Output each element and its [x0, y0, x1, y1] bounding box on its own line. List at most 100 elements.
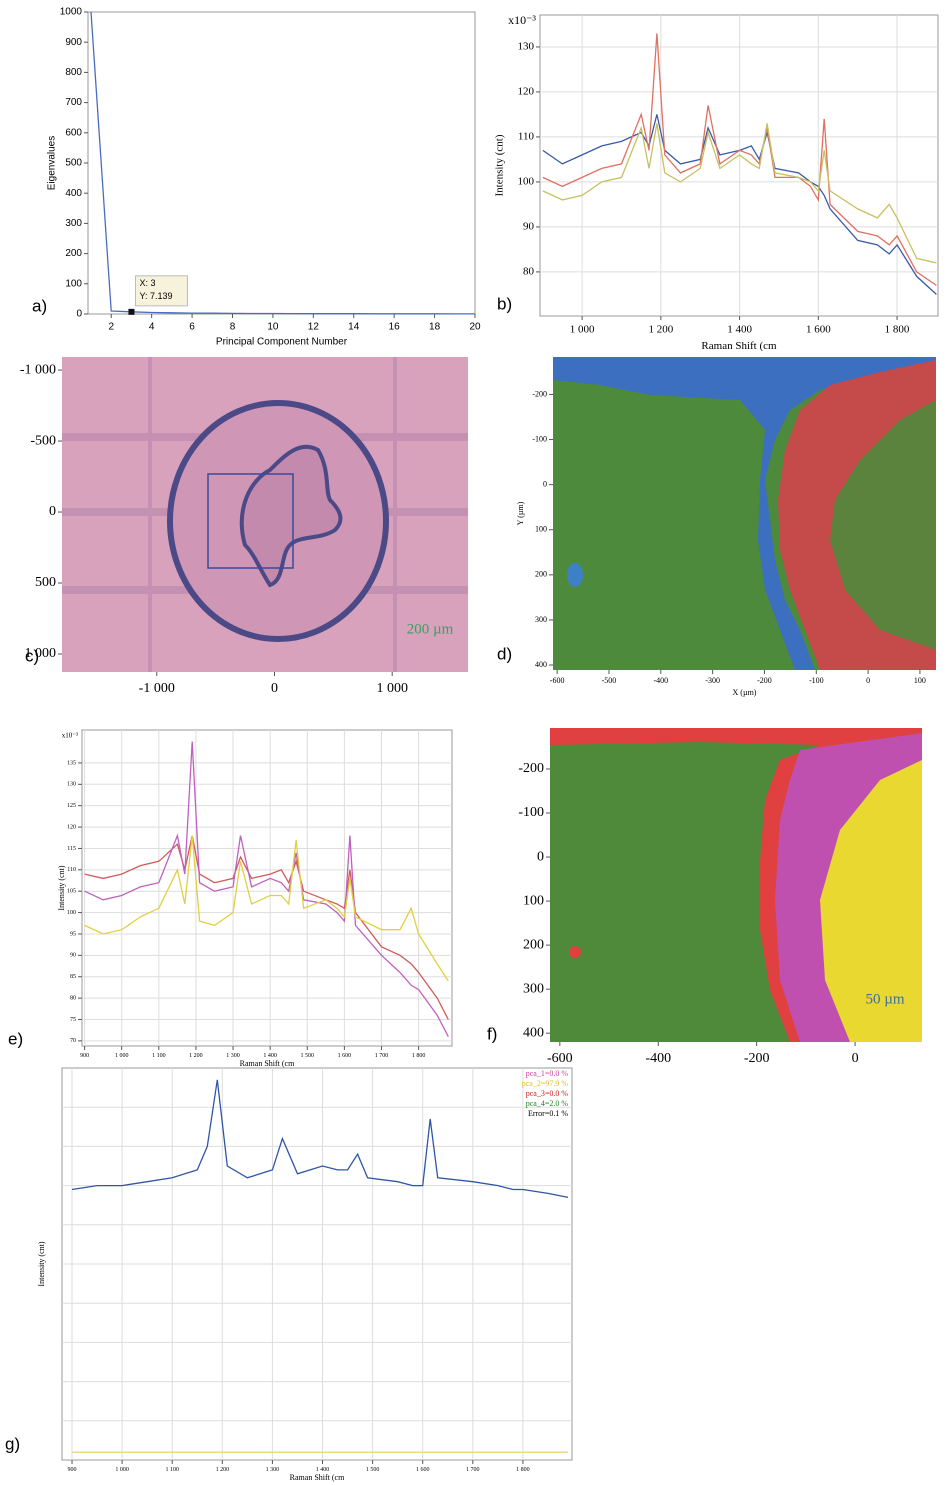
y-tick-label: 100: [523, 893, 544, 908]
y-tick-label: 90: [523, 220, 535, 232]
panel-label: c): [25, 646, 39, 665]
y-tick-label: 300: [523, 981, 544, 996]
spectrum-line: [84, 741, 449, 1037]
y-tick-label: 110: [518, 130, 535, 142]
y-axis-label: Intensity (cnt): [57, 865, 66, 910]
y-tick-label: 90: [70, 953, 76, 959]
tooltip-text: Y: 7.139: [139, 291, 172, 301]
y-tick-label: 1 000: [25, 646, 57, 661]
x-tick-label: 1 200: [189, 1053, 203, 1059]
x-tick-label: 0: [271, 681, 278, 696]
x-tick-label: 900: [68, 1467, 77, 1473]
x-tick-label: 1 800: [516, 1467, 530, 1473]
x-axis-label: Raman Shift (cm: [240, 1059, 295, 1068]
plot-frame: [539, 14, 939, 317]
x-tick-label: 1 000: [115, 1053, 129, 1059]
x-tick-label: 1 300: [226, 1053, 240, 1059]
x-tick-label: 1 100: [152, 1053, 166, 1059]
x-tick-label: 1 100: [165, 1467, 179, 1473]
panel-label: d): [497, 644, 512, 663]
y-tick-label: 200: [523, 937, 544, 952]
legend-entry: pca_2=97.9 %: [522, 1079, 569, 1088]
legend-entry: Error=0.1 %: [528, 1109, 568, 1118]
y-tick-label: 200: [535, 570, 547, 579]
x-tick-label: 1 600: [806, 323, 831, 335]
x-tick-label: 8: [230, 322, 236, 333]
panel-label: a): [32, 296, 47, 315]
map-d: [553, 357, 936, 670]
legend-entry: pca_3=0.0 %: [526, 1089, 569, 1098]
map-f: [550, 728, 922, 1042]
y-multiplier: x10⁻³: [508, 13, 536, 27]
x-tick-label: 1 400: [316, 1467, 330, 1473]
y-tick-label: 70: [70, 1038, 76, 1044]
x-tick-label: 0: [852, 1051, 859, 1066]
x-axis-label: X (µm): [733, 688, 757, 697]
y-axis-label: Intensity (cnt): [494, 134, 506, 196]
y-tick-label: 400: [535, 660, 547, 669]
x-tick-label: 2: [108, 322, 114, 333]
spectrum-line: [542, 123, 937, 264]
x-tick-label: 18: [429, 322, 441, 333]
x-tick-label: 1 300: [266, 1467, 280, 1473]
y-tick-label: 95: [70, 931, 76, 937]
y-tick-label: 800: [65, 67, 82, 78]
x-tick-label: 1 700: [375, 1053, 389, 1059]
x-tick-label: 4: [149, 322, 155, 333]
x-tick-label: 1 000: [115, 1467, 129, 1473]
x-tick-label: 900: [80, 1053, 89, 1059]
x-tick-label: 1 700: [466, 1467, 480, 1473]
x-tick-label: -600: [547, 1051, 573, 1066]
y-tick-label: -100: [518, 805, 544, 820]
y-tick-label: 135: [67, 760, 76, 766]
x-tick-label: -400: [645, 1051, 671, 1066]
panel-label: e): [8, 1029, 23, 1048]
y-tick-label: 300: [65, 218, 82, 229]
x-tick-label: 1 500: [301, 1053, 315, 1059]
panel-label: g): [5, 1434, 20, 1453]
x-tick-label: -100: [809, 676, 824, 685]
x-tick-label: -300: [705, 676, 720, 685]
y-tick-label: 85: [70, 974, 76, 980]
x-tick-label: 10: [267, 322, 279, 333]
y-tick-label: 110: [67, 867, 76, 873]
x-axis-label: Principal Component Number: [216, 337, 348, 348]
y-tick-label: -200: [518, 761, 544, 776]
x-tick-label: 1 600: [416, 1467, 430, 1473]
y-tick-label: -1 000: [20, 362, 56, 377]
y-multiplier: x10⁻³: [62, 732, 78, 740]
x-tick-label: 14: [348, 322, 360, 333]
x-tick-label: 1 200: [216, 1467, 230, 1473]
x-tick-label: 1 200: [648, 323, 673, 335]
y-tick-label: 120: [67, 824, 76, 830]
y-tick-label: 0: [543, 479, 547, 488]
y-tick-label: 400: [65, 188, 82, 199]
y-tick-label: 600: [65, 127, 82, 138]
x-axis-label: Raman Shift (cm: [290, 1473, 345, 1482]
panel-label: f): [487, 1024, 497, 1043]
x-axis-label: Raman Shift (cm: [701, 340, 777, 352]
x-tick-label: -400: [653, 676, 668, 685]
x-tick-label: 1 800: [412, 1053, 426, 1059]
y-axis-label: Eigenvalues: [47, 136, 58, 190]
x-tick-label: -600: [550, 676, 565, 685]
y-tick-label: 700: [65, 97, 82, 108]
x-tick-label: -500: [602, 676, 617, 685]
y-tick-label: 500: [65, 158, 82, 169]
y-tick-label: 0: [537, 849, 544, 864]
y-tick-label: 900: [65, 37, 82, 48]
x-tick-label: 16: [389, 322, 401, 333]
y-tick-label: 300: [535, 615, 547, 624]
x-tick-label: 1 000: [570, 323, 595, 335]
tooltip-text: X: 3: [139, 278, 155, 288]
x-tick-label: 20: [469, 322, 481, 333]
spectrum-line: [542, 33, 937, 286]
y-tick-label: 80: [523, 265, 535, 277]
y-axis-label: Y (µm): [516, 501, 525, 525]
y-tick-label: -100: [532, 434, 547, 443]
spectrum-line: [84, 835, 449, 982]
x-tick-label: 1 000: [376, 681, 408, 696]
x-tick-label: 6: [189, 322, 195, 333]
y-tick-label: 100: [67, 910, 76, 916]
